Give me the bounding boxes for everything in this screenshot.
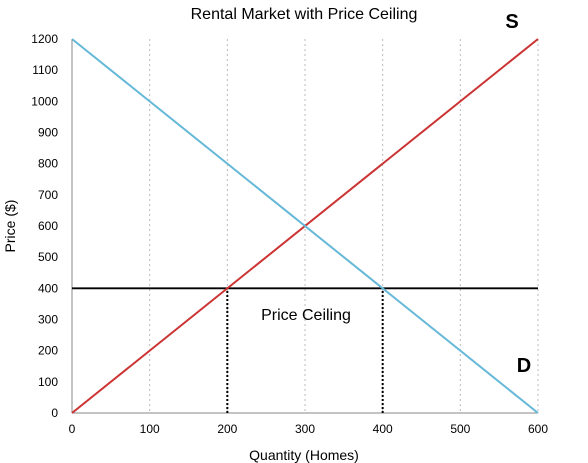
x-tick-500: 500 [450,422,470,436]
x-tick-labels: 0 100 200 300 400 500 600 [69,422,549,436]
x-tick-200: 200 [217,422,237,436]
series-line-d [71,38,539,414]
chart-title: Rental Market with Price Ceiling [191,6,418,23]
y-tick-200: 200 [38,344,58,358]
series-lines [71,38,539,414]
y-axis-label: Price ($) [2,200,18,253]
y-tick-900: 900 [38,126,58,140]
y-tick-400: 400 [38,281,58,295]
y-tick-1000: 1000 [31,94,58,108]
y-tick-100: 100 [38,375,58,389]
y-tick-1100: 1100 [32,63,58,77]
grid [149,39,539,413]
x-tick-0: 0 [69,422,76,436]
supply-curve-label: S [505,11,518,33]
y-tick-800: 800 [38,157,58,171]
y-tick-500: 500 [38,250,58,264]
x-tick-300: 300 [295,422,315,436]
x-tick-400: 400 [373,422,393,436]
x-tick-100: 100 [140,422,160,436]
x-axis-label: Quantity (Homes) [249,447,359,463]
price-ceiling-label: Price Ceiling [261,307,351,324]
quantity-markers [226,288,384,413]
y-tick-700: 700 [38,188,58,202]
y-tick-labels: 0 100 200 300 400 500 600 700 800 900 1000 1100 1200 [31,32,58,420]
y-tick-1200: 1200 [31,32,58,46]
y-tick-300: 300 [38,313,58,327]
x-tick-600: 600 [528,422,548,436]
axes [71,39,538,414]
y-tick-0: 0 [51,406,58,420]
demand-curve-label: D [517,355,531,377]
y-tick-600: 600 [38,219,58,233]
